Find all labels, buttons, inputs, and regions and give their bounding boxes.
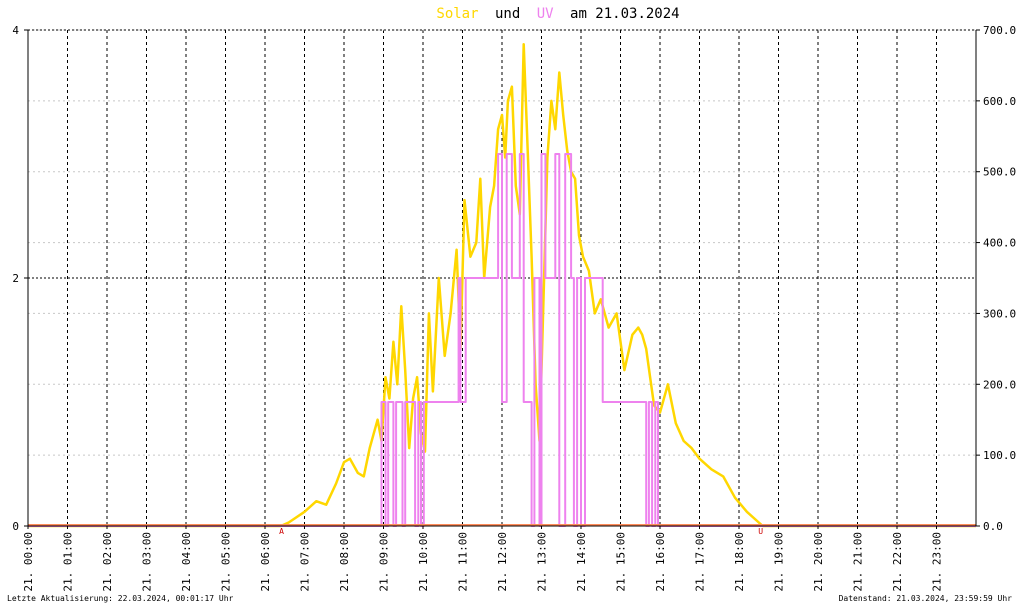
y-right-tick-label: 700.0 — [983, 24, 1016, 37]
y-right-tick-label: 500.0 — [983, 166, 1016, 179]
data-status-text: Datenstand: 21.03.2024, 23:59:59 Uhr — [839, 594, 1013, 603]
x-tick-label: 21. 23:00 — [931, 532, 944, 592]
x-tick-label: 21. 11:00 — [457, 532, 470, 592]
x-tick-label: 21. 04:00 — [180, 532, 193, 592]
sun-marker-a: A — [279, 527, 284, 536]
grid — [28, 29, 976, 526]
x-tick-label: 21. 20:00 — [812, 532, 825, 592]
series-line-uv — [28, 153, 976, 527]
title-und: und — [495, 6, 520, 22]
y-left-tick-label: 0 — [12, 520, 19, 533]
series-line-solar — [28, 42, 976, 528]
y-right-tick-label: 100.0 — [983, 449, 1016, 462]
y-left-tick-label: 4 — [12, 24, 19, 37]
title-date: am 21.03.2024 — [570, 6, 680, 22]
x-tick-label: 21. 03:00 — [141, 532, 154, 592]
x-tick-label: 21. 01:00 — [62, 532, 75, 592]
y-right-tick-label: 600.0 — [983, 95, 1016, 108]
y-left-tick-label: 2 — [12, 272, 19, 285]
x-tick-label: 21. 07:00 — [299, 532, 312, 592]
axes — [24, 29, 980, 529]
title-uv: UV — [537, 6, 554, 22]
y-right-tick-label: 300.0 — [983, 307, 1016, 320]
x-tick-label: 21. 15:00 — [615, 532, 628, 592]
x-tick-label: 21. 21:00 — [852, 532, 865, 592]
x-tick-label: 21. 17:00 — [694, 532, 707, 592]
series-layer — [28, 42, 976, 528]
x-tick-label: 21. 19:00 — [773, 532, 786, 592]
x-tick-label: 21. 18:00 — [733, 532, 746, 592]
title-solar: Solar — [436, 6, 478, 22]
x-tick-label: 21. 12:00 — [496, 532, 509, 592]
sun-marker-u: U — [758, 527, 763, 536]
y-right-tick-label: 400.0 — [983, 237, 1016, 250]
x-tick-label: 21. 14:00 — [575, 532, 588, 592]
x-tick-label: 21. 05:00 — [220, 532, 233, 592]
y-right-tick-label: 200.0 — [983, 378, 1016, 391]
x-tick-label: 21. 08:00 — [338, 532, 351, 592]
x-tick-label: 21. 06:00 — [259, 532, 272, 592]
last-update-text: Letzte Aktualisierung: 22.03.2024, 00:01… — [7, 594, 234, 603]
x-tick-label: 21. 00:00 — [22, 532, 35, 592]
x-tick-label: 21. 13:00 — [536, 532, 549, 592]
x-tick-label: 21. 22:00 — [891, 532, 904, 592]
x-tick-label: 21. 16:00 — [654, 532, 667, 592]
chart-title: Solar und UV am 21.03.2024 — [436, 6, 679, 22]
y-right-tick-label: 0.0 — [983, 520, 1003, 533]
x-tick-label: 21. 02:00 — [101, 532, 114, 592]
x-tick-label: 21. 10:00 — [417, 532, 430, 592]
x-tick-label: 21. 09:00 — [378, 532, 391, 592]
tick-labels: 0 2 4 0.0 100.0 200.0 300.0 400.0 500.0 600.0 700.… — [12, 24, 1016, 592]
